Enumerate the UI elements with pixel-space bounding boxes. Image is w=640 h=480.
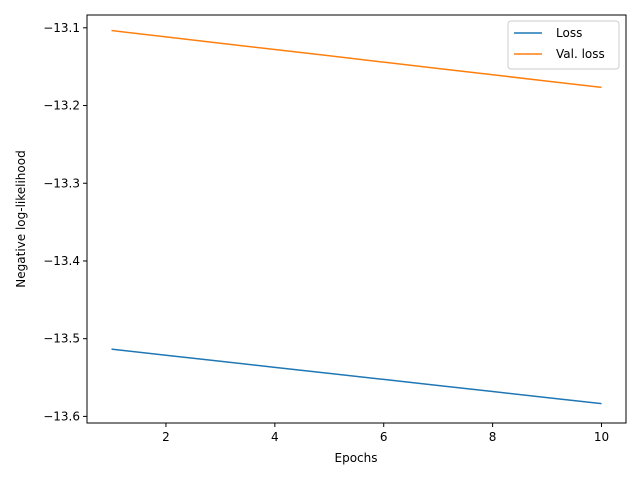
y-axis-ticks: −13.6 −13.5 −13.4 −13.3 −13.2 −13.1 <box>43 21 87 423</box>
y-tick-label: −13.6 <box>43 409 80 423</box>
series-line-1 <box>111 29 602 89</box>
x-tick-label: 4 <box>271 430 279 444</box>
legend: Loss Val. loss <box>507 20 620 70</box>
x-tick-label: 10 <box>594 430 609 444</box>
x-axis-ticks: 2 4 6 8 10 <box>162 423 609 444</box>
x-tick-label: 8 <box>489 430 497 444</box>
plot-area <box>87 15 626 423</box>
x-axis-label: Epochs <box>335 451 378 465</box>
legend-label-1: Val. loss <box>556 47 605 61</box>
lines-layer <box>111 29 602 405</box>
y-tick-label: −13.4 <box>43 254 80 268</box>
y-tick-label: −13.3 <box>43 176 80 190</box>
y-tick-label: −13.5 <box>43 332 80 346</box>
series-line-0 <box>111 348 602 405</box>
legend-label-0: Loss <box>556 26 582 40</box>
y-tick-label: −13.1 <box>43 21 80 35</box>
plot-frame <box>86 14 627 424</box>
y-tick-label: −13.2 <box>43 99 80 113</box>
legend-items: Loss Val. loss <box>514 26 605 61</box>
x-tick-label: 6 <box>380 430 388 444</box>
x-tick-label: 2 <box>162 430 170 444</box>
y-axis-label: Negative log-likelihood <box>14 150 28 287</box>
